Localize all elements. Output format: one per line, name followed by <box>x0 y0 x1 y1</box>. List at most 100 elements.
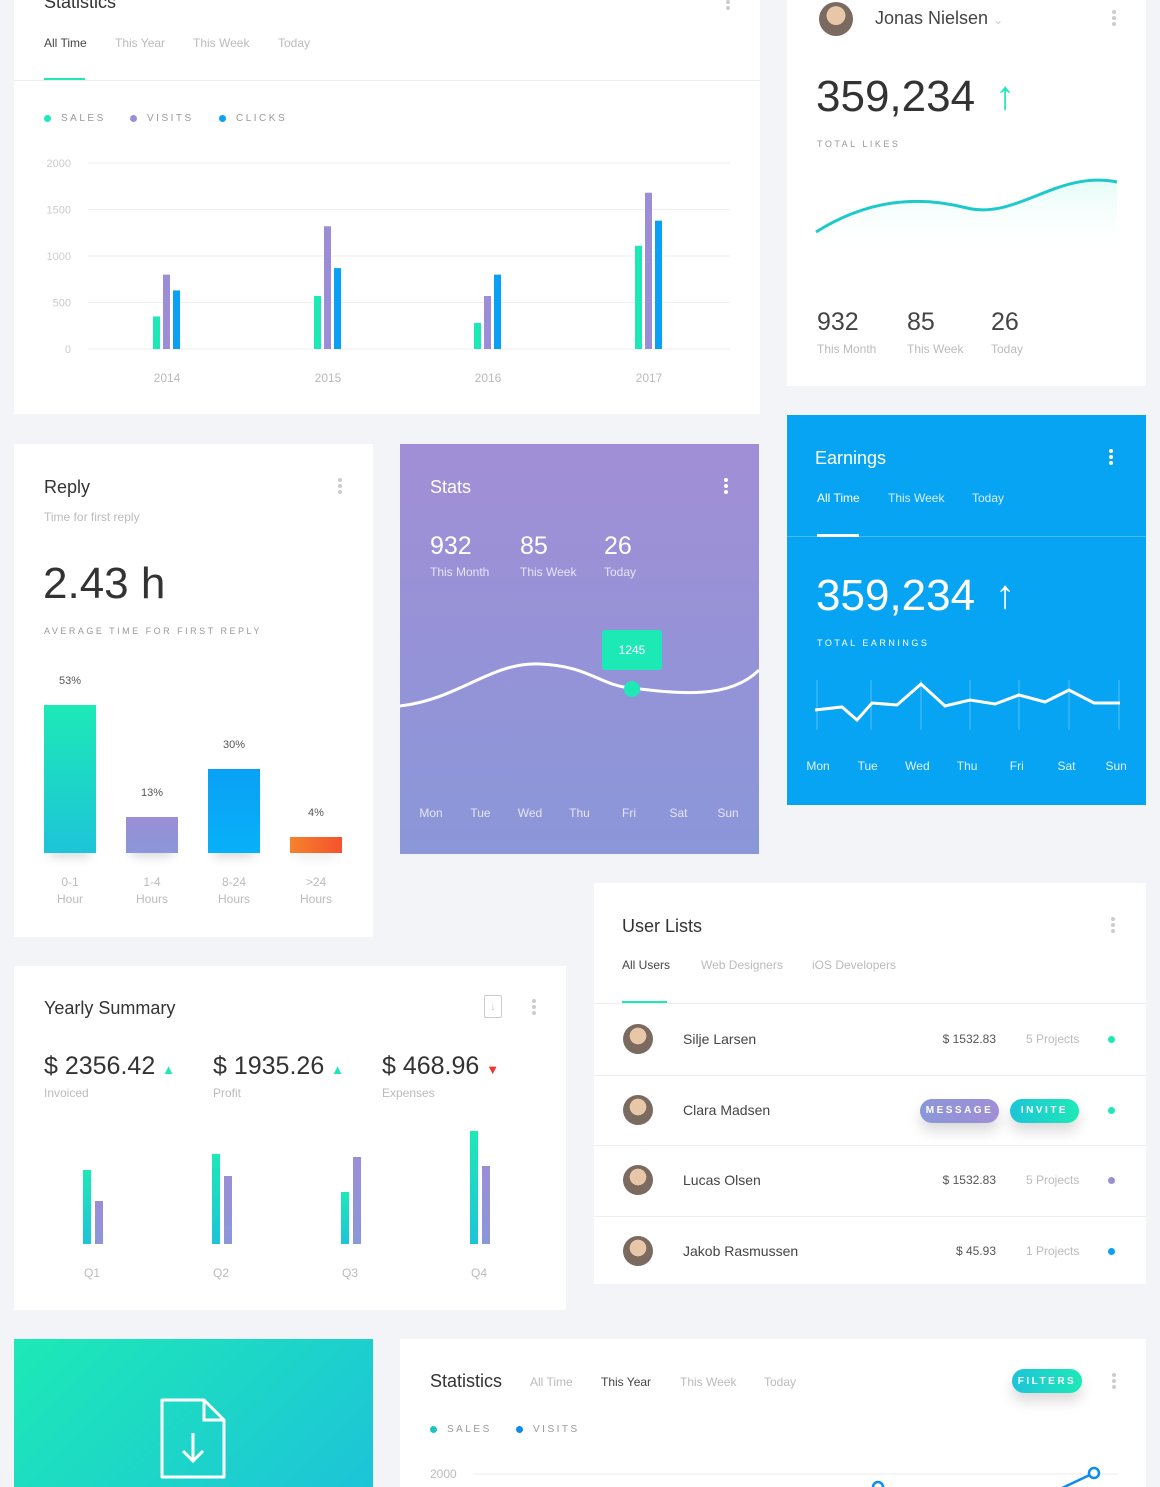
reply-time-value: 2.43 h <box>43 559 166 608</box>
bar-clicks <box>655 220 662 349</box>
bar-sales <box>314 295 321 349</box>
y-tick-label: 1500 <box>47 205 71 217</box>
status-dot <box>1108 1036 1115 1043</box>
tab-this-week[interactable]: This Week <box>680 1375 737 1389</box>
more-vertical-icon[interactable] <box>532 999 536 1015</box>
tab-ios-developers[interactable]: iOS Developers <box>812 958 897 972</box>
reply-time-label: AVERAGE TIME FOR FIRST REPLY <box>44 626 262 636</box>
stat-value: 26 <box>991 308 1019 336</box>
bar-teal <box>212 1154 220 1244</box>
bar-percent-label: 30% <box>222 739 246 752</box>
download-card[interactable] <box>14 1339 373 1487</box>
bar-percent-label: 13% <box>140 786 164 799</box>
x-day-label: Mon <box>806 759 830 773</box>
user-projects: 1 Projects <box>1026 1243 1080 1258</box>
download-file-icon[interactable]: ↓ <box>484 995 502 1018</box>
stat-label: This Month <box>430 565 490 579</box>
tab-today[interactable]: Today <box>972 491 1005 505</box>
bar-clicks <box>494 274 501 349</box>
bar-visits <box>484 295 491 349</box>
y-tick-label: 1000 <box>47 251 71 263</box>
user-name: Jakob Rasmussen <box>683 1242 799 1259</box>
tab-this-week[interactable]: This Week <box>193 36 250 50</box>
x-day-label: Tue <box>470 806 491 820</box>
tab-today[interactable]: Today <box>278 36 311 50</box>
user-name: Lucas Olsen <box>683 1172 761 1188</box>
bar-purple <box>95 1201 103 1244</box>
x-day-label: Wed <box>905 759 930 773</box>
message-button[interactable]: MESSAGE <box>920 1098 999 1123</box>
more-vertical-icon[interactable] <box>1112 10 1116 26</box>
user-row[interactable] <box>594 1074 1146 1145</box>
y-tick-label: 500 <box>53 298 71 310</box>
more-vertical-icon[interactable] <box>1111 917 1115 933</box>
data-point-marker <box>624 681 640 697</box>
x-day-label: Sat <box>669 806 688 820</box>
triangle-up-icon: ▲ <box>331 1062 345 1077</box>
invite-button[interactable]: INVITE <box>1010 1098 1079 1123</box>
more-vertical-icon[interactable] <box>1109 449 1113 465</box>
tab-all-time[interactable]: All Time <box>817 491 860 505</box>
x-tick-label: 2016 <box>475 371 502 385</box>
active-tab-indicator <box>622 1001 667 1004</box>
legend-clicks: CLICKS <box>219 113 287 124</box>
bar-category-label: >24 <box>305 875 327 889</box>
bar-percent-label: 4% <box>308 807 324 819</box>
tab-all-time[interactable]: All Time <box>44 36 87 50</box>
stat-value: 85 <box>520 532 548 560</box>
bar-teal <box>83 1170 91 1244</box>
more-vertical-icon[interactable] <box>726 0 730 10</box>
likes-wave-chart <box>815 178 1118 255</box>
statistics-card: Statistics All Time This Year This Week … <box>14 0 760 414</box>
stat-value: 85 <box>907 308 935 336</box>
tab-all-users[interactable]: All Users <box>622 958 671 972</box>
summary-value: $ 2356.42 ▲ <box>44 1052 176 1080</box>
bar-purple <box>224 1176 232 1244</box>
summary-label: Profit <box>213 1086 242 1100</box>
summary-label: Invoiced <box>44 1086 89 1100</box>
bar-purple <box>353 1157 361 1244</box>
total-likes-label: TOTAL LIKES <box>817 139 901 149</box>
download-file-icon[interactable] <box>159 1397 229 1483</box>
reply-bar <box>44 705 96 853</box>
card-title: Yearly Summary <box>44 998 176 1018</box>
card-title: Statistics <box>430 1371 503 1391</box>
card-title: Earnings <box>815 448 887 468</box>
user-projects: 5 Projects <box>1026 1173 1080 1187</box>
user-row[interactable] <box>594 1215 1146 1286</box>
tab-this-year[interactable]: This Year <box>601 1375 652 1389</box>
x-day-label: Mon <box>419 806 443 820</box>
x-day-label: Sun <box>1105 759 1127 773</box>
active-tab-indicator <box>44 78 85 81</box>
arrow-up-icon: ↑ <box>995 573 1015 617</box>
bar-sales <box>635 245 642 349</box>
tab-today[interactable]: Today <box>764 1375 797 1389</box>
more-vertical-icon[interactable] <box>1112 1373 1116 1389</box>
summary-label: Expenses <box>382 1086 435 1100</box>
bar-category-label: 8-24 <box>221 875 247 889</box>
more-vertical-icon[interactable] <box>724 478 728 494</box>
profile-name-dropdown[interactable]: Jonas Nielsen ⌄ <box>875 8 1004 28</box>
card-title: Statistics <box>44 0 117 12</box>
filters-button[interactable]: FILTERS <box>1012 1369 1082 1393</box>
user-amount: $ 1532.83 <box>942 1173 996 1187</box>
total-likes-value: 359,234 <box>816 72 976 121</box>
legend-sales: SALES <box>44 113 106 124</box>
tab-this-week[interactable]: This Week <box>888 491 945 505</box>
tab-web-designers[interactable]: Web Designers <box>701 958 783 972</box>
bar-sales <box>153 316 160 349</box>
user-amount: $ 45.93 <box>955 1243 996 1258</box>
tab-this-year[interactable]: This Year <box>115 36 166 50</box>
user-row[interactable] <box>594 1145 1146 1215</box>
x-tick-label: 2014 <box>154 371 181 385</box>
tab-all-time[interactable]: All Time <box>530 1375 573 1389</box>
bar-clicks <box>334 268 341 349</box>
more-vertical-icon[interactable] <box>338 478 342 494</box>
reply-bar <box>126 816 178 853</box>
bar-visits <box>645 192 652 349</box>
stat-label: Today <box>991 342 1024 356</box>
x-day-label: Tue <box>857 759 878 773</box>
user-lists-card: User Lists All Users Web Designers iOS D… <box>594 883 1146 1284</box>
status-dot <box>1108 1247 1115 1255</box>
avatar <box>623 1235 653 1266</box>
